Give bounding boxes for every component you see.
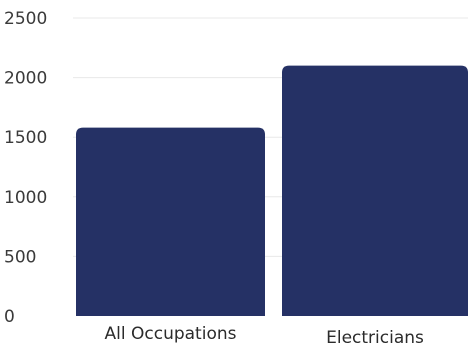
y-tick-label: 1000	[4, 188, 47, 208]
x-axis-categories: All Occupations Electricians	[105, 324, 425, 348]
y-tick-label: 500	[4, 247, 36, 267]
y-axis-ticks: 0 500 1000 1500 2000 2500	[4, 9, 47, 327]
y-tick-label: 2500	[4, 9, 47, 29]
x-category-label: All Occupations	[105, 324, 237, 344]
y-tick-label: 0	[4, 307, 15, 327]
bar-all-occupations	[76, 127, 265, 316]
bars	[76, 65, 468, 317]
x-category-label: Electricians	[326, 328, 424, 348]
bar-electricians	[282, 65, 468, 317]
y-tick-label: 1500	[4, 128, 47, 148]
y-tick-label: 2000	[4, 69, 47, 89]
